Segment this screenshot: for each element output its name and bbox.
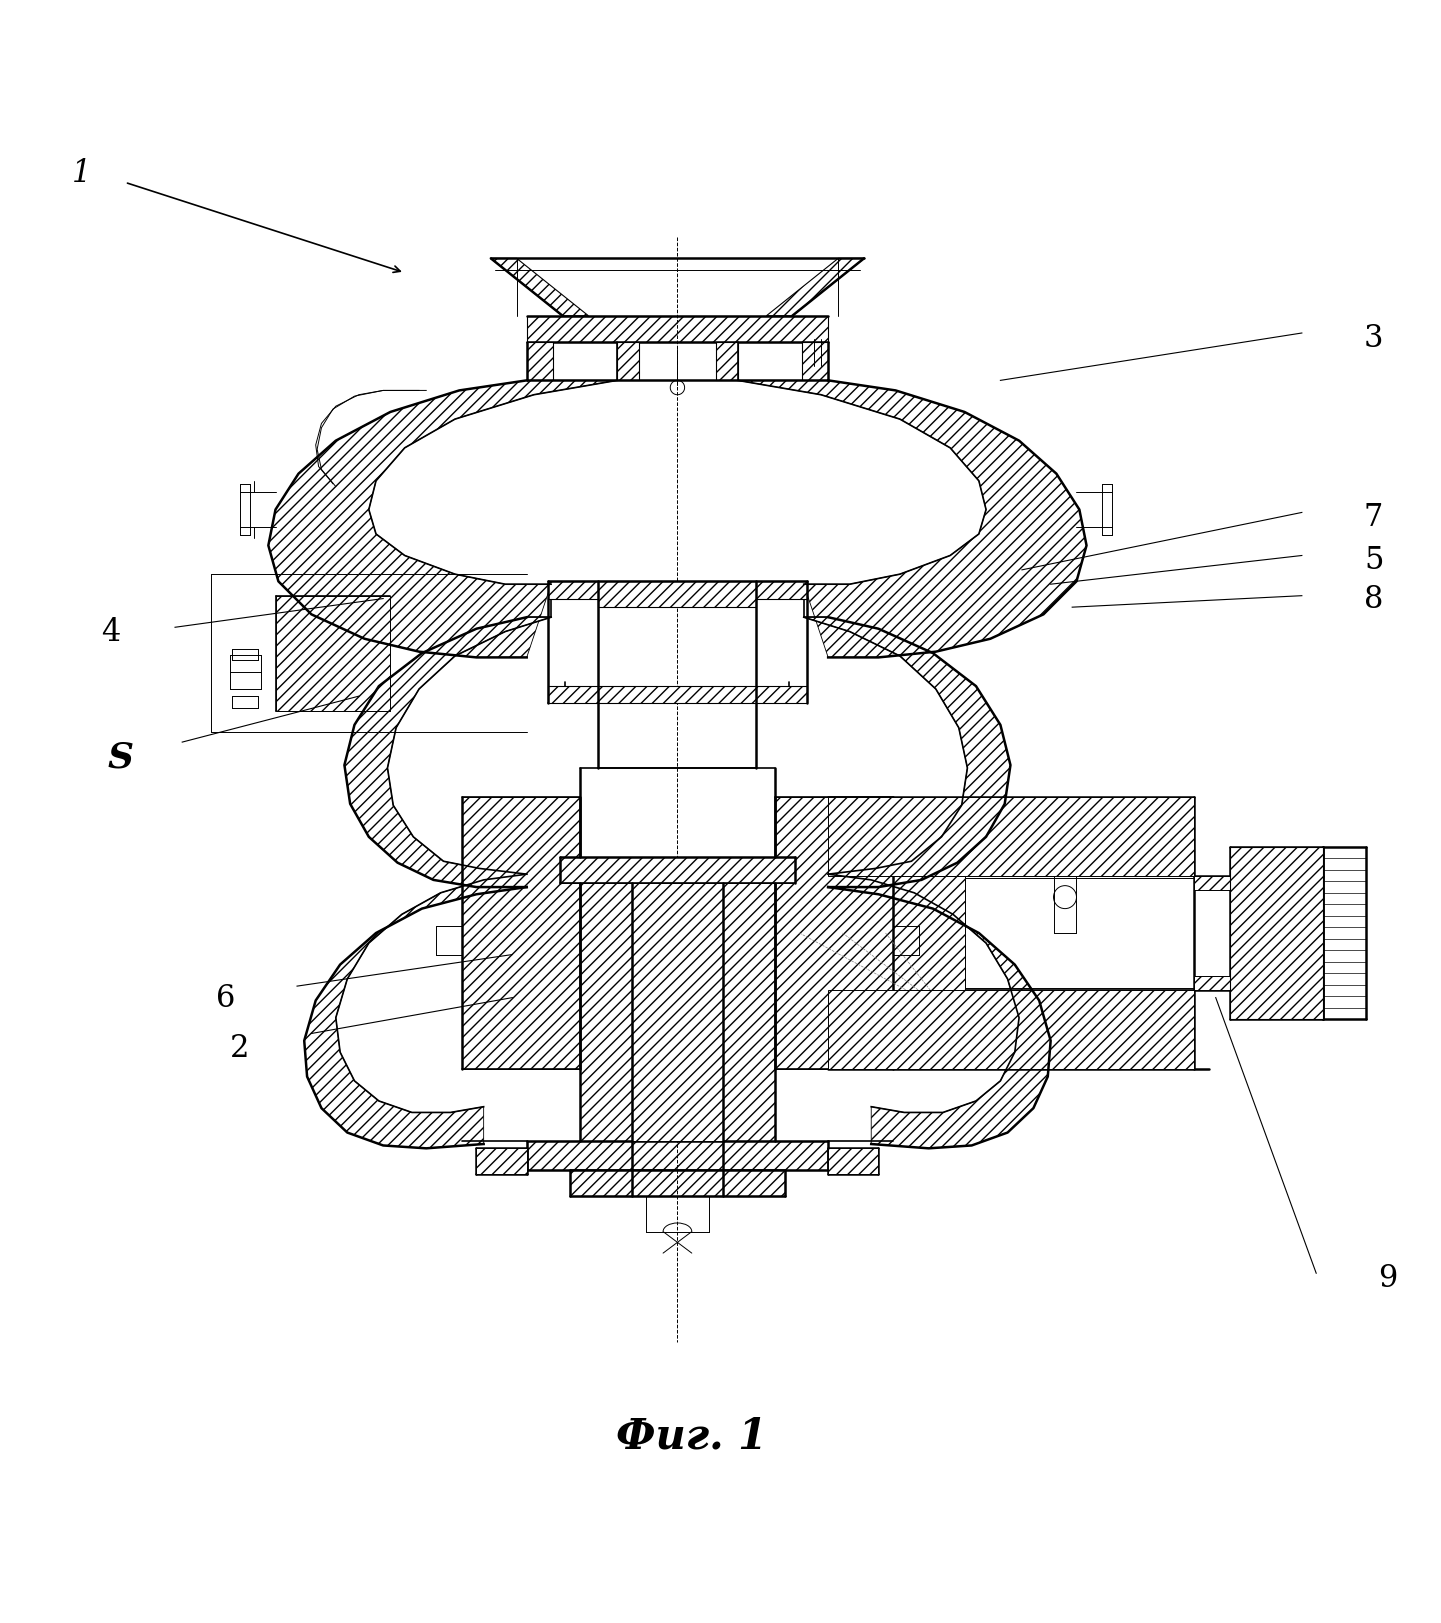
- Polygon shape: [829, 990, 1195, 1070]
- Text: 1: 1: [72, 157, 91, 188]
- Polygon shape: [716, 342, 738, 381]
- Polygon shape: [548, 583, 807, 607]
- Text: 4: 4: [101, 617, 120, 648]
- Polygon shape: [767, 260, 865, 316]
- Polygon shape: [829, 1149, 879, 1175]
- Polygon shape: [804, 618, 1010, 888]
- Polygon shape: [559, 857, 795, 883]
- Text: 8: 8: [1365, 584, 1383, 615]
- Text: Фиг. 1: Фиг. 1: [617, 1415, 768, 1456]
- Text: 3: 3: [1363, 323, 1383, 354]
- Polygon shape: [617, 342, 638, 381]
- Polygon shape: [548, 687, 807, 704]
- Polygon shape: [569, 1170, 785, 1196]
- Polygon shape: [1195, 977, 1323, 990]
- Text: 6: 6: [216, 982, 235, 1013]
- Polygon shape: [344, 618, 550, 888]
- Polygon shape: [850, 876, 964, 990]
- Polygon shape: [304, 875, 527, 1149]
- Polygon shape: [527, 1141, 829, 1170]
- Polygon shape: [477, 1149, 527, 1175]
- Polygon shape: [1231, 847, 1323, 1019]
- Polygon shape: [275, 596, 391, 711]
- Polygon shape: [579, 883, 631, 1141]
- Polygon shape: [491, 260, 588, 316]
- Text: 2: 2: [231, 1032, 249, 1063]
- Polygon shape: [527, 316, 829, 342]
- Text: 7: 7: [1365, 502, 1383, 532]
- Polygon shape: [803, 342, 829, 381]
- Polygon shape: [631, 883, 723, 1141]
- Polygon shape: [268, 381, 617, 657]
- Polygon shape: [1195, 876, 1323, 891]
- Polygon shape: [463, 797, 579, 1070]
- Polygon shape: [775, 797, 893, 1070]
- Polygon shape: [723, 883, 775, 1141]
- Text: 9: 9: [1379, 1263, 1398, 1294]
- Polygon shape: [738, 381, 1087, 657]
- Polygon shape: [829, 797, 1195, 876]
- Polygon shape: [829, 875, 1050, 1149]
- Text: 5: 5: [1363, 545, 1383, 576]
- Text: S: S: [108, 740, 134, 774]
- Polygon shape: [527, 342, 552, 381]
